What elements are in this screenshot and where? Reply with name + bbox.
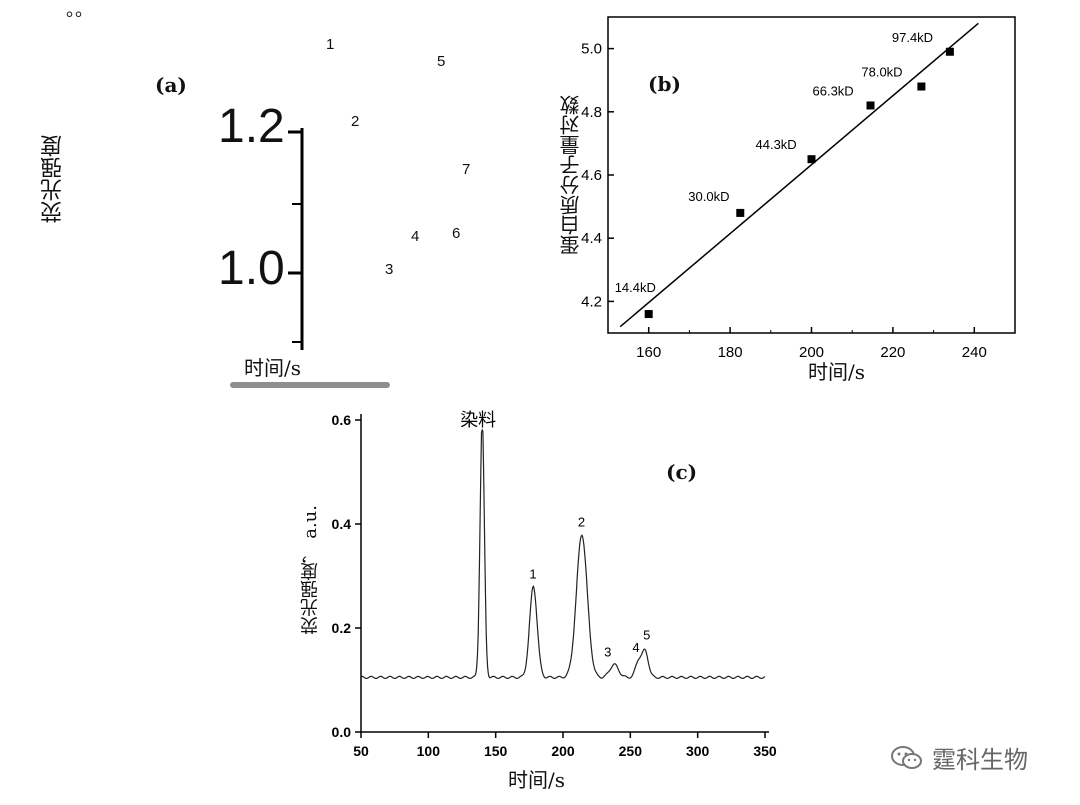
x-tick-label: 350 [753, 743, 777, 759]
panel-a-peak-6: 6 [452, 225, 461, 242]
x-tick-label: 300 [686, 743, 710, 759]
x-tick-label: 150 [484, 743, 508, 759]
panel-c-xlabel: 时间/s [508, 768, 566, 792]
y-tick-label: 0.6 [332, 412, 352, 428]
x-tick-label: 100 [417, 743, 441, 759]
panel-a-ylabel: 荧光强度 [41, 135, 66, 223]
point-label: 97.4kD [892, 30, 933, 45]
wechat-icon [890, 745, 924, 771]
y-tick-label: 4.8 [581, 104, 602, 121]
y-tick-label: 0.2 [332, 620, 352, 636]
y-tick-label: 0.0 [332, 724, 352, 740]
point-label: 78.0kD [861, 65, 902, 80]
panel-b-xlabel: 时间/s [808, 360, 866, 384]
panel-a-peak-2: 2 [351, 113, 360, 130]
panel-a-peak-4: 4 [411, 228, 420, 245]
panel-a-cropped-text-fragment [230, 382, 390, 388]
panel-b-label: (b) [648, 72, 681, 96]
panel-c-label: (c) [666, 460, 698, 484]
peak-label: 1 [529, 566, 536, 581]
y-tick-label: 0.4 [332, 516, 352, 532]
x-tick-label: 240 [962, 344, 987, 360]
y-tick-label: 5.0 [581, 41, 602, 58]
panel-a-xlabel: 时间/s [244, 356, 302, 380]
x-tick-label: 180 [718, 344, 743, 360]
x-tick-label: 50 [353, 743, 369, 759]
panel-a-peak-1: 1 [326, 36, 335, 53]
x-tick-label: 200 [799, 344, 824, 360]
data-point [945, 47, 954, 56]
peak-label: 3 [604, 644, 611, 659]
peak-label: 染料 [460, 410, 496, 431]
peak-label: 4 [632, 640, 639, 655]
x-tick-label: 250 [619, 743, 643, 759]
panel-a-peak-3: 3 [385, 261, 394, 278]
peak-label: 2 [578, 514, 585, 529]
y-tick-label: 4.4 [581, 230, 602, 247]
point-label: 44.3kD [756, 137, 797, 152]
y-tick-label: 4.6 [581, 167, 602, 184]
peak-label: 5 [643, 627, 650, 642]
y-tick-label: 4.2 [581, 293, 602, 310]
x-tick-label: 200 [551, 743, 575, 759]
data-point [866, 101, 875, 110]
electropherogram-trace [360, 428, 766, 680]
x-tick-label: 160 [636, 344, 661, 360]
point-label: 14.4kD [615, 280, 656, 295]
panel-a-label: (a) [155, 73, 187, 97]
panel-a-ytick-1-0: 1.0 [218, 242, 285, 295]
data-point [644, 310, 653, 319]
data-point [736, 208, 745, 217]
data-point [807, 155, 816, 164]
fit-line [619, 22, 979, 328]
watermark: 霆科生物 [890, 740, 1028, 775]
panel-a-peak-5: 5 [437, 53, 446, 70]
panel-c-chart: 50 100 150 200 250 300 350 0.0 0.2 0.4 0.6 染料 1 2 3 45 [332, 410, 777, 759]
x-tick-label: 220 [880, 344, 905, 360]
panel-b-chart: 160 180 200 220 240 4.2 4.4 4.6 4.8 5.0 14.4kD 30.0… [581, 16, 1016, 360]
top-dots: 。。 [66, 0, 93, 21]
panel-a-peak-7: 7 [462, 161, 471, 178]
panel-a-ytick-1-2: 1.2 [218, 100, 285, 153]
watermark-text: 霆科生物 [932, 746, 1028, 774]
data-point [917, 82, 926, 91]
point-label: 66.3kD [813, 83, 854, 98]
panel-a-axis [288, 128, 304, 350]
point-label: 30.0kD [688, 189, 729, 204]
